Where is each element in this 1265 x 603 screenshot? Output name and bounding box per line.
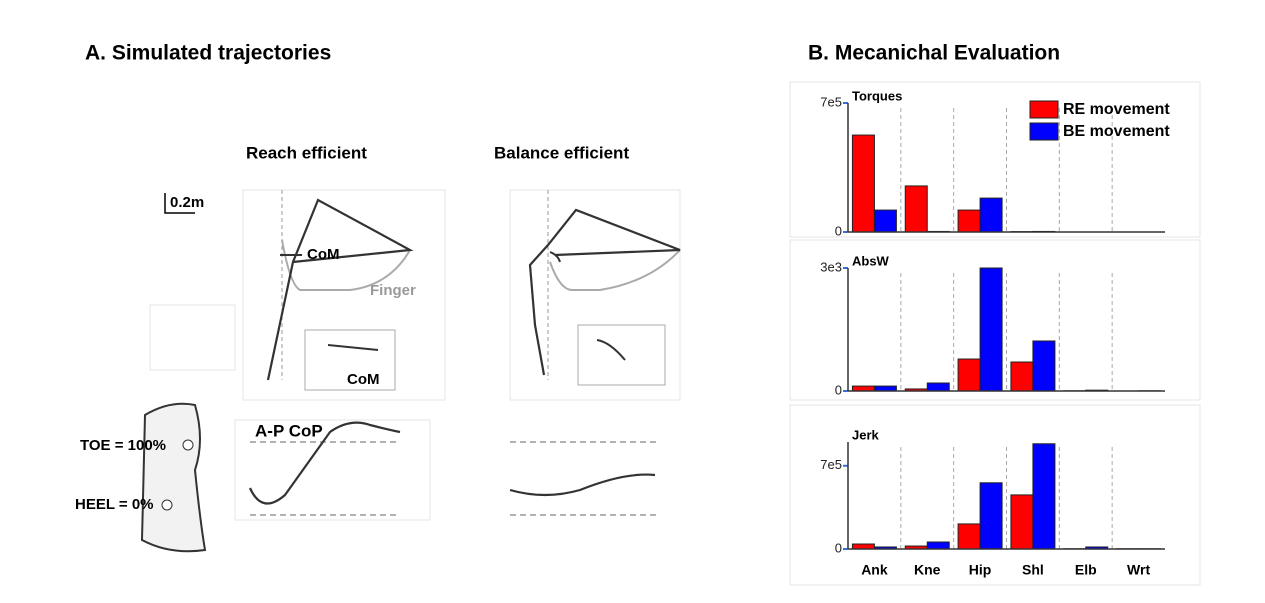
y-tick-label: 0 <box>835 540 842 555</box>
panel-a-title: A. Simulated trajectories <box>85 42 331 65</box>
chart-title: Torques <box>852 88 902 103</box>
arm-posture <box>266 198 414 381</box>
bar <box>957 523 981 550</box>
bar <box>957 209 981 233</box>
frame <box>789 81 1201 238</box>
y-tick-label: 7e5 <box>820 457 842 472</box>
bar <box>904 185 928 233</box>
bar <box>1032 340 1056 392</box>
com-inset-label: CoM <box>347 371 380 388</box>
chart-title: AbsW <box>852 253 890 268</box>
arm-posture <box>528 208 681 376</box>
heel-marker <box>161 499 173 511</box>
cop-label: A-P CoP <box>255 421 323 440</box>
x-tick-label: Ank <box>861 562 888 578</box>
frame <box>234 419 431 521</box>
toe-label: TOE = 100% <box>80 437 166 454</box>
heel-label: HEEL = 0% <box>75 496 154 513</box>
bar <box>873 209 897 233</box>
frame <box>509 189 681 401</box>
bar <box>979 197 1003 233</box>
frame <box>149 304 236 371</box>
foot <box>140 402 207 553</box>
scale-bar <box>164 193 195 214</box>
bar <box>1032 443 1056 550</box>
y-tick-label: 3e3 <box>820 259 842 274</box>
finger-path <box>549 249 681 291</box>
bar <box>1010 361 1034 392</box>
x-tick-label: Kne <box>914 562 941 578</box>
bar <box>851 134 875 233</box>
legend-label: RE movement <box>1063 101 1170 118</box>
x-tick-label: Shl <box>1022 562 1044 578</box>
x-tick-label: Elb <box>1075 562 1097 578</box>
cop-path <box>509 473 656 497</box>
bar <box>1010 494 1034 550</box>
y-tick-label: 0 <box>835 223 842 238</box>
scale-label: 0.2m <box>170 194 204 211</box>
legend-swatch <box>1029 122 1059 141</box>
y-tick-label: 0 <box>835 382 842 397</box>
finger-label: Finger <box>370 282 416 299</box>
chart-title: Jerk <box>852 427 880 442</box>
com-label: CoM <box>307 246 340 263</box>
column-label: Balance efficient <box>494 143 629 162</box>
com-path <box>549 251 561 263</box>
bar <box>979 267 1003 392</box>
x-tick-label: Wrt <box>1127 562 1150 578</box>
x-tick-label: Hip <box>969 562 992 578</box>
column-label: Reach efficient <box>246 143 367 162</box>
frame <box>789 404 1201 586</box>
bar <box>957 358 981 392</box>
frame <box>789 239 1201 401</box>
panel-b-title: B. Mecanichal Evaluation <box>808 42 1060 65</box>
y-tick-label: 7e5 <box>820 94 842 109</box>
inset <box>304 329 396 391</box>
toe-marker <box>182 439 194 451</box>
com-inset-path <box>327 344 379 351</box>
frame <box>242 189 446 401</box>
bar <box>926 541 950 550</box>
cop-path <box>248 421 401 505</box>
bar <box>926 382 950 392</box>
com-inset-path <box>596 339 626 361</box>
bar <box>979 482 1003 550</box>
legend-label: BE movement <box>1063 123 1170 140</box>
finger-path <box>281 239 411 291</box>
inset <box>577 324 666 386</box>
legend-swatch <box>1029 100 1059 119</box>
